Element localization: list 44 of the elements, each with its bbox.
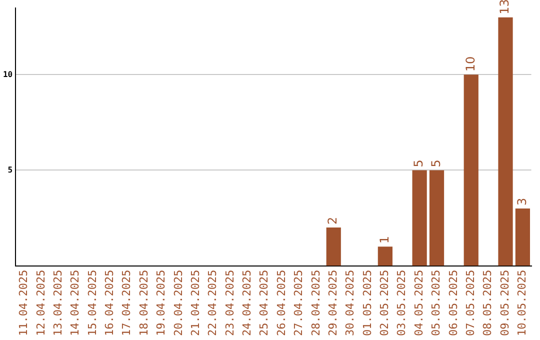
x-tick-label: 26.04.2025 <box>274 270 288 336</box>
x-tick-label: 17.04.2025 <box>120 270 134 336</box>
bar <box>515 208 530 266</box>
x-tick-label: 15.04.2025 <box>86 270 99 336</box>
data-label: 2 <box>326 216 340 225</box>
x-tick-label: 25.04.2025 <box>258 270 271 336</box>
x-tick-label: 19.04.2025 <box>154 270 168 336</box>
x-tick-label: 13.04.2025 <box>51 270 64 336</box>
x-tick-label: 02.05.2025 <box>378 270 392 336</box>
data-label: 5 <box>428 160 443 168</box>
x-tick-label: 28.04.2025 <box>309 270 322 336</box>
x-tick-label: 27.04.2025 <box>292 270 306 336</box>
x-tick-label: 07.05.2025 <box>464 270 477 336</box>
x-tick-label: 09.05.2025 <box>498 270 512 336</box>
bar <box>326 228 341 266</box>
x-tick-label: 23.04.2025 <box>223 270 236 336</box>
bar <box>429 170 444 266</box>
bar <box>378 246 392 266</box>
x-tick-label: 01.05.2025 <box>360 270 374 336</box>
x-tick-label: 30.04.2025 <box>344 270 357 336</box>
data-label: 3 <box>514 198 529 206</box>
x-tick-label: 16.04.2025 <box>103 270 116 336</box>
x-tick-label: 08.05.2025 <box>481 270 494 336</box>
data-label: 1 <box>377 236 392 244</box>
data-label: 10 <box>463 56 478 72</box>
x-tick-label: 03.05.2025 <box>395 270 408 336</box>
x-tick-label: 12.04.2025 <box>34 270 48 336</box>
x-tick-label: 18.04.2025 <box>137 270 150 336</box>
x-tick-label: 24.04.2025 <box>240 270 254 336</box>
x-tick-label: 29.04.2025 <box>326 270 340 336</box>
data-label: 5 <box>412 160 426 168</box>
x-tick-label: 11.04.2025 <box>17 270 30 336</box>
x-tick-label: 10.05.2025 <box>516 270 529 336</box>
bar <box>498 17 513 266</box>
bar <box>412 170 427 266</box>
x-tick-label: 06.05.2025 <box>446 270 460 336</box>
x-tick-label: 05.05.2025 <box>430 270 443 336</box>
x-tick-label: 21.04.2025 <box>188 270 202 336</box>
bar <box>464 74 478 266</box>
x-tick-label: 04.05.2025 <box>412 270 426 336</box>
data-label: 13 <box>498 0 512 14</box>
x-tick-label: 22.04.2025 <box>206 270 220 336</box>
x-tick-label: 14.04.2025 <box>68 270 82 336</box>
x-tick-label: 20.04.2025 <box>172 270 185 336</box>
